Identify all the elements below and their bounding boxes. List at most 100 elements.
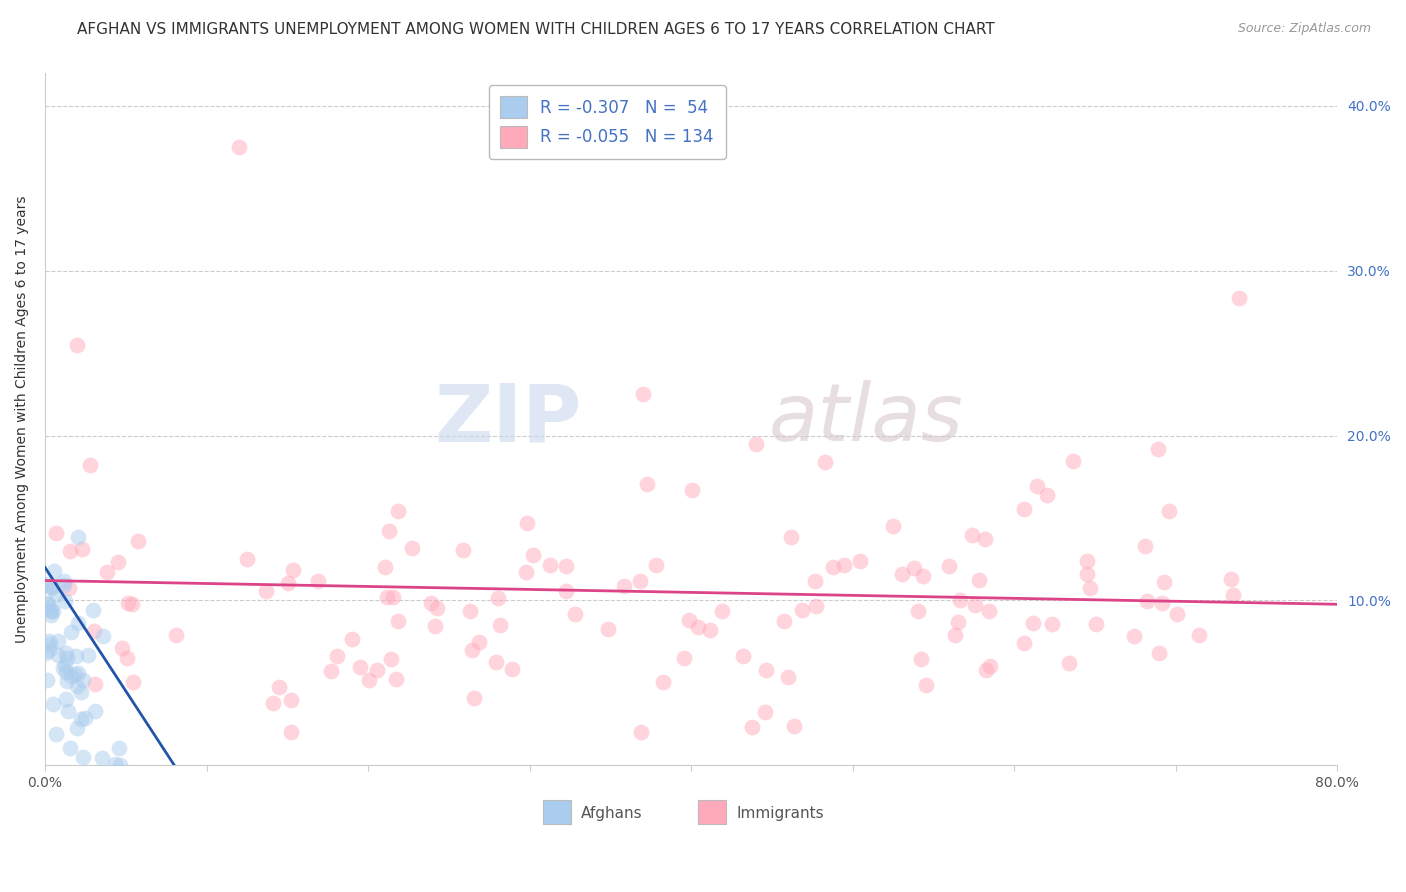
Point — [1133, 539, 1156, 553]
Text: atlas: atlas — [769, 380, 963, 458]
Point — [1153, 574, 1175, 589]
Point — [39, 608, 62, 623]
Point — [374, 559, 396, 574]
Point — [55, 650, 77, 665]
Point — [755, 663, 778, 677]
Point — [804, 599, 827, 614]
Point — [945, 628, 967, 642]
Point — [891, 567, 914, 582]
Point — [1150, 597, 1173, 611]
Point — [59, 669, 82, 683]
Point — [461, 642, 484, 657]
Point — [598, 622, 620, 636]
Point — [72, 673, 94, 687]
Point — [107, 555, 129, 569]
Point — [45, 727, 67, 741]
Point — [754, 705, 776, 719]
Point — [974, 663, 997, 677]
Point — [55, 646, 77, 660]
Point — [915, 678, 938, 692]
Point — [385, 672, 408, 686]
Text: Afghans: Afghans — [581, 806, 643, 821]
Point — [1222, 588, 1244, 602]
Point — [485, 655, 508, 669]
Point — [1147, 442, 1170, 457]
Point — [946, 615, 969, 629]
Point — [745, 436, 768, 450]
Point — [39, 637, 62, 651]
Point — [378, 524, 401, 539]
Point — [110, 758, 132, 772]
Point — [451, 543, 474, 558]
Point — [280, 725, 302, 739]
Point — [53, 657, 76, 672]
Point — [628, 574, 651, 588]
Point — [55, 665, 77, 680]
Point — [973, 532, 995, 546]
Point — [554, 558, 576, 573]
Point — [538, 558, 561, 572]
Point — [35, 577, 58, 591]
Text: ZIP: ZIP — [434, 380, 581, 458]
Point — [468, 635, 491, 649]
Point — [39, 580, 62, 594]
Point — [681, 483, 703, 497]
Point — [962, 528, 984, 542]
Point — [77, 648, 100, 663]
Point — [783, 719, 806, 733]
Point — [564, 607, 586, 622]
Point — [67, 530, 90, 544]
Point — [83, 677, 105, 691]
Point — [375, 590, 398, 604]
Point — [1122, 629, 1144, 643]
Point — [63, 667, 86, 681]
Point — [59, 740, 82, 755]
Point — [37, 673, 59, 687]
Point — [53, 574, 76, 588]
Point — [90, 751, 112, 765]
Point — [41, 604, 63, 618]
Point — [66, 665, 89, 680]
Point — [82, 603, 104, 617]
Point — [938, 559, 960, 574]
Point — [1078, 582, 1101, 596]
Point — [110, 640, 132, 655]
Point — [121, 598, 143, 612]
Point — [42, 697, 65, 711]
Point — [1014, 501, 1036, 516]
Point — [84, 704, 107, 718]
Point — [262, 696, 284, 710]
Point — [117, 596, 139, 610]
Point — [75, 710, 97, 724]
Point — [1026, 478, 1049, 492]
Point — [1227, 292, 1250, 306]
Point — [45, 525, 67, 540]
Point — [911, 569, 934, 583]
Point — [357, 673, 380, 688]
Point — [35, 596, 58, 610]
Point — [804, 574, 827, 588]
FancyBboxPatch shape — [697, 800, 725, 824]
Point — [52, 661, 75, 675]
Point — [882, 518, 904, 533]
Point — [41, 581, 63, 595]
Point — [969, 574, 991, 588]
Point — [1166, 607, 1188, 622]
Point — [710, 604, 733, 618]
Point — [70, 685, 93, 699]
Point — [107, 740, 129, 755]
Point — [326, 649, 349, 664]
Point — [963, 598, 986, 612]
Point — [516, 516, 538, 531]
Point — [69, 712, 91, 726]
Point — [636, 477, 658, 491]
Point — [366, 663, 388, 677]
Point — [652, 675, 675, 690]
Point — [1084, 616, 1107, 631]
Point — [699, 623, 721, 637]
Point — [1062, 453, 1084, 467]
Point — [673, 650, 696, 665]
Point — [280, 692, 302, 706]
Point — [1136, 594, 1159, 608]
Point — [733, 649, 755, 664]
